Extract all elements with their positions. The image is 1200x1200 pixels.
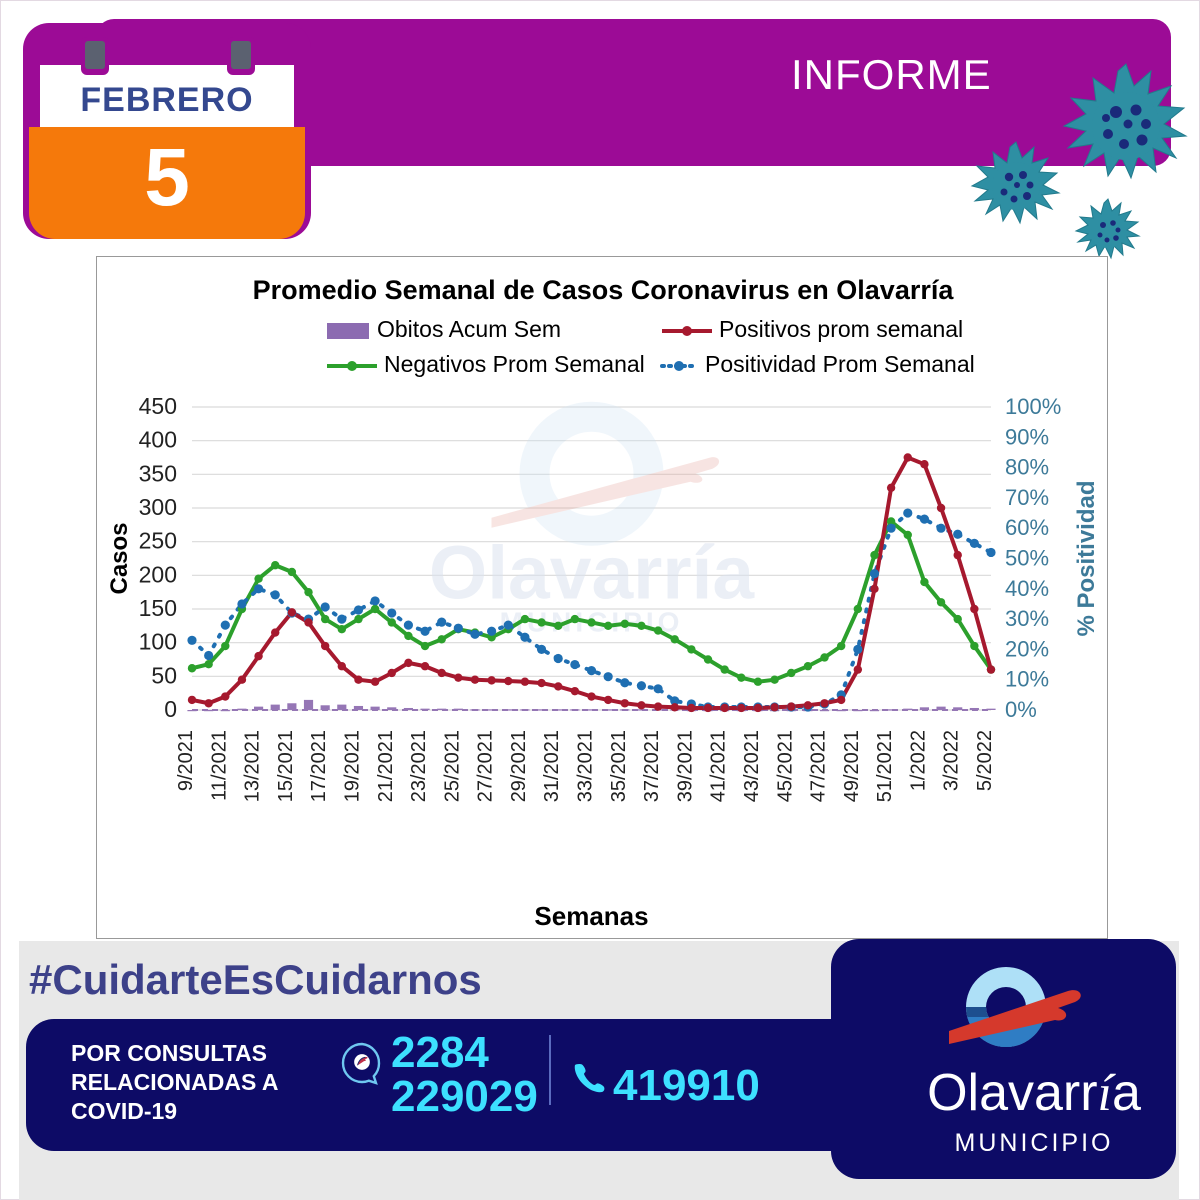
svg-text:Casos: Casos	[106, 522, 133, 594]
svg-text:Positivos prom semanal: Positivos prom semanal	[719, 316, 963, 342]
svg-text:33/2021: 33/2021	[575, 730, 597, 802]
svg-text:43/2021: 43/2021	[741, 730, 763, 802]
svg-text:45/2021: 45/2021	[774, 730, 796, 802]
svg-text:80%: 80%	[1005, 455, 1049, 480]
svg-text:350: 350	[139, 460, 177, 486]
svg-text:49/2021: 49/2021	[841, 730, 863, 802]
svg-text:200: 200	[139, 561, 177, 587]
svg-text:1/2022: 1/2022	[907, 730, 929, 791]
svg-text:37/2021: 37/2021	[641, 730, 663, 802]
svg-text:450: 450	[139, 393, 177, 419]
svg-text:% Positividad: % Positividad	[1073, 480, 1100, 636]
svg-text:90%: 90%	[1005, 424, 1049, 449]
svg-text:0%: 0%	[1005, 697, 1037, 722]
svg-text:23/2021: 23/2021	[408, 730, 430, 802]
svg-text:50%: 50%	[1005, 546, 1049, 571]
svg-text:150: 150	[139, 595, 177, 621]
svg-text:17/2021: 17/2021	[308, 730, 330, 802]
svg-text:30%: 30%	[1005, 606, 1049, 631]
svg-text:47/2021: 47/2021	[808, 730, 830, 802]
svg-text:60%: 60%	[1005, 515, 1049, 540]
svg-text:100: 100	[139, 629, 177, 655]
svg-text:Semanas: Semanas	[534, 901, 648, 931]
svg-text:15/2021: 15/2021	[275, 730, 297, 802]
svg-text:35/2021: 35/2021	[608, 730, 630, 802]
svg-text:31/2021: 31/2021	[541, 730, 563, 802]
svg-text:27/2021: 27/2021	[475, 730, 497, 802]
svg-text:10%: 10%	[1005, 667, 1049, 692]
svg-text:21/2021: 21/2021	[375, 730, 397, 802]
svg-text:13/2021: 13/2021	[242, 730, 264, 802]
svg-text:3/2022: 3/2022	[941, 730, 963, 791]
svg-text:Promedio Semanal de Casos Coro: Promedio Semanal de Casos Coronavirus en…	[253, 275, 955, 305]
svg-text:40%: 40%	[1005, 576, 1049, 601]
svg-text:25/2021: 25/2021	[441, 730, 463, 802]
svg-text:300: 300	[139, 494, 177, 520]
svg-text:Positividad Prom Semanal: Positividad Prom Semanal	[705, 351, 975, 377]
svg-text:11/2021: 11/2021	[208, 730, 230, 801]
svg-text:41/2021: 41/2021	[708, 730, 730, 802]
svg-text:100%: 100%	[1005, 394, 1061, 419]
svg-text:70%: 70%	[1005, 485, 1049, 510]
svg-text:0: 0	[164, 696, 177, 722]
svg-text:39/2021: 39/2021	[674, 730, 696, 802]
svg-text:20%: 20%	[1005, 636, 1049, 661]
svg-text:51/2021: 51/2021	[874, 730, 896, 802]
svg-text:50: 50	[151, 662, 177, 688]
svg-text:400: 400	[139, 427, 177, 453]
svg-text:Obitos Acum Sem: Obitos Acum Sem	[377, 316, 561, 342]
svg-text:5/2022: 5/2022	[974, 730, 996, 791]
svg-text:250: 250	[139, 528, 177, 554]
svg-text:9/2021: 9/2021	[175, 730, 197, 791]
svg-text:Olavarría: Olavarría	[429, 531, 756, 615]
svg-text:Negativos Prom Semanal: Negativos Prom Semanal	[384, 351, 645, 377]
svg-text:29/2021: 29/2021	[508, 730, 530, 802]
svg-text:19/2021: 19/2021	[341, 730, 363, 802]
